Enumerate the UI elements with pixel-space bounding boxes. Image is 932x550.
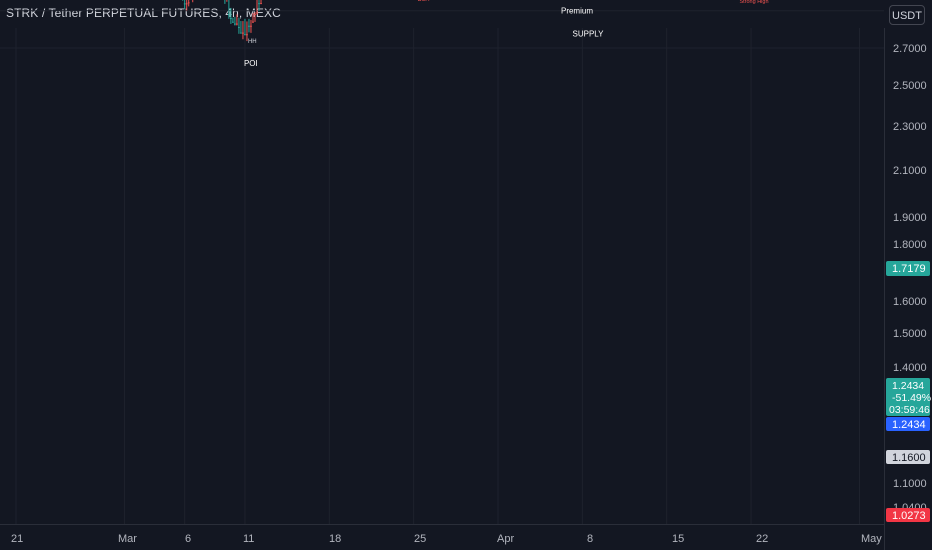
- candle: [254, 13, 256, 15]
- low-price-label: 1.0273: [892, 510, 926, 522]
- last-price-label: 1.2434: [892, 380, 924, 392]
- countdown-label: 03:59:46: [889, 404, 930, 416]
- y-tick: 2.3000: [893, 121, 927, 133]
- candle: [183, 3, 186, 5]
- candle: [229, 18, 232, 20]
- y-axis: 2.7000 2.5000 2.3000 2.1000 1.9000 1.800…: [893, 43, 927, 514]
- candle: [252, 21, 254, 23]
- change-label: -51.49%: [892, 392, 931, 404]
- candle: [244, 34, 246, 36]
- annotation-layer: HHHLHLLHDLHPOIPOIPOISUPPLYSUPPLYSUPPLYPW…: [244, 0, 769, 68]
- candle: [248, 25, 250, 27]
- x-tick: 11: [243, 533, 254, 545]
- x-tick: 6: [185, 533, 191, 545]
- hh-label: HH: [248, 39, 257, 45]
- supply-label: SUPPLY: [573, 29, 605, 38]
- eq-price-label: 1.7179: [892, 263, 926, 275]
- low-price-tag: [886, 508, 930, 522]
- level-price-tag: [886, 450, 930, 464]
- x-tick: 18: [329, 533, 341, 545]
- level-price-label: 1.1600: [892, 452, 926, 464]
- y-tick: 1.4000: [893, 362, 927, 374]
- x-tick: 25: [414, 533, 426, 545]
- x-tick: 22: [756, 533, 768, 545]
- candle: [234, 23, 236, 25]
- y-tick: 1.1000: [893, 478, 927, 490]
- y-tick: 1.8000: [893, 239, 927, 251]
- x-tick: Apr: [497, 533, 514, 545]
- x-tick: Mar: [118, 533, 137, 545]
- strong-high-label: Strong High: [739, 0, 768, 5]
- y-tick: 2.1000: [893, 165, 927, 177]
- candles-layer: [182, 0, 262, 42]
- x-axis: 21 Mar 6 11 18 25 Apr 8 15 22 May: [11, 533, 882, 545]
- last-price-tag: [886, 378, 930, 416]
- candle: [260, 3, 262, 5]
- candle: [240, 32, 242, 34]
- x-tick: 21: [11, 533, 23, 545]
- candle: [232, 21, 234, 23]
- currency-button[interactable]: USDT: [889, 5, 925, 25]
- premium-label: Premium: [561, 7, 593, 16]
- x-tick: 15: [672, 533, 684, 545]
- grid-lines: [0, 10, 884, 524]
- x-tick: May: [861, 533, 882, 545]
- candle: [256, 12, 258, 14]
- candle: [187, 2, 190, 4]
- chart-title: STRK / Tether PERPETUAL FUTURES, 4h, MEX…: [6, 6, 281, 20]
- y-tick: 1.5000: [893, 328, 927, 340]
- last-price-label-2: 1.2434: [892, 419, 926, 431]
- candle: [258, 3, 260, 5]
- candle: [250, 25, 252, 27]
- y-tick: 2.5000: [893, 80, 927, 92]
- candle: [238, 26, 240, 28]
- price-labels: 1.7179 1.2434 -51.49% 03:59:46 1.2434 1.…: [886, 261, 931, 522]
- y-tick: 1.6000: [893, 296, 927, 308]
- candle: [236, 23, 238, 25]
- dlh-label: DLH: [418, 0, 430, 3]
- last-price-tag-2: [886, 417, 930, 431]
- candle: [185, 3, 188, 5]
- candle: [227, 14, 230, 16]
- y-tick: 1.9000: [893, 212, 927, 224]
- candle: [246, 34, 248, 36]
- candle: [242, 32, 244, 34]
- x-tick: 8: [587, 533, 593, 545]
- y-tick: 2.7000: [893, 43, 927, 55]
- poi-label: POI: [244, 59, 258, 68]
- eq-price-tag: [886, 261, 930, 276]
